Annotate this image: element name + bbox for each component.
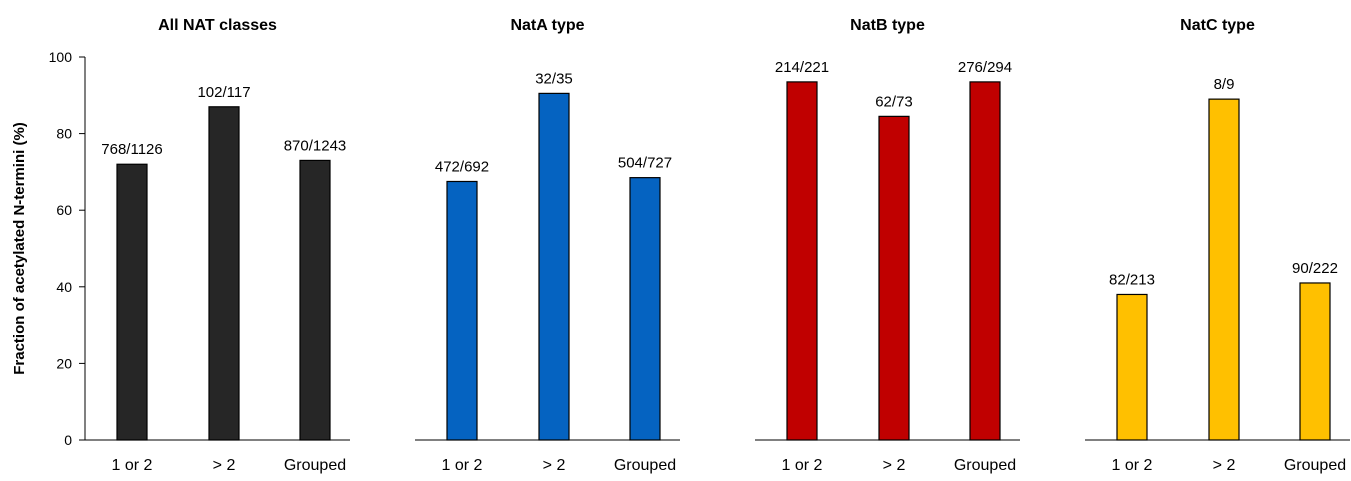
bar-data-label: 768/1126 <box>101 141 162 158</box>
x-category-label: 1 or 2 <box>1112 457 1153 474</box>
bar-data-label: 8/9 <box>1214 76 1235 93</box>
bar-data-label: 62/73 <box>875 93 913 110</box>
x-category-label: > 2 <box>883 457 906 474</box>
bar <box>786 81 818 441</box>
x-category-label: Grouped <box>954 457 1016 474</box>
panel-title: NatA type <box>510 17 584 34</box>
bar-data-label: 214/221 <box>775 59 829 76</box>
bar <box>208 106 240 441</box>
x-category-label: Grouped <box>614 457 676 474</box>
x-category-label: > 2 <box>213 457 236 474</box>
bar <box>1299 282 1331 441</box>
x-category-label: Grouped <box>1284 457 1346 474</box>
y-tick-label: 80 <box>56 126 72 142</box>
bar <box>446 180 478 441</box>
y-tick-label: 20 <box>56 355 72 371</box>
bar-data-label: 90/222 <box>1292 260 1338 277</box>
bar-data-label: 82/213 <box>1109 271 1155 288</box>
bar <box>629 177 661 441</box>
panel-title: NatC type <box>1180 17 1255 34</box>
x-category-label: Grouped <box>284 457 346 474</box>
bar <box>878 115 910 441</box>
bar-data-label: 276/294 <box>958 59 1012 76</box>
bar <box>1208 98 1240 441</box>
bar <box>299 159 331 441</box>
bar <box>538 92 570 441</box>
x-category-label: > 2 <box>1213 457 1236 474</box>
y-tick-label: 0 <box>64 432 72 448</box>
panel-title: All NAT classes <box>158 17 277 34</box>
x-category-label: > 2 <box>543 457 566 474</box>
y-tick-label: 40 <box>56 279 72 295</box>
bar-data-label: 870/1243 <box>284 137 347 154</box>
bar <box>969 81 1001 441</box>
bar <box>116 163 148 441</box>
y-tick-label: 60 <box>56 202 72 218</box>
bar <box>1116 293 1148 441</box>
x-category-label: 1 or 2 <box>782 457 823 474</box>
bar-data-label: 32/35 <box>535 70 573 87</box>
bar-data-label: 472/692 <box>435 158 489 175</box>
bar-data-label: 102/117 <box>197 84 250 101</box>
x-category-label: 1 or 2 <box>442 457 483 474</box>
y-tick-label: 100 <box>49 49 73 65</box>
x-category-label: 1 or 2 <box>112 457 153 474</box>
bar-data-label: 504/727 <box>618 155 672 172</box>
panel-title: NatB type <box>850 17 925 34</box>
y-axis-label: Fraction of acetylated N-termini (%) <box>11 122 28 375</box>
